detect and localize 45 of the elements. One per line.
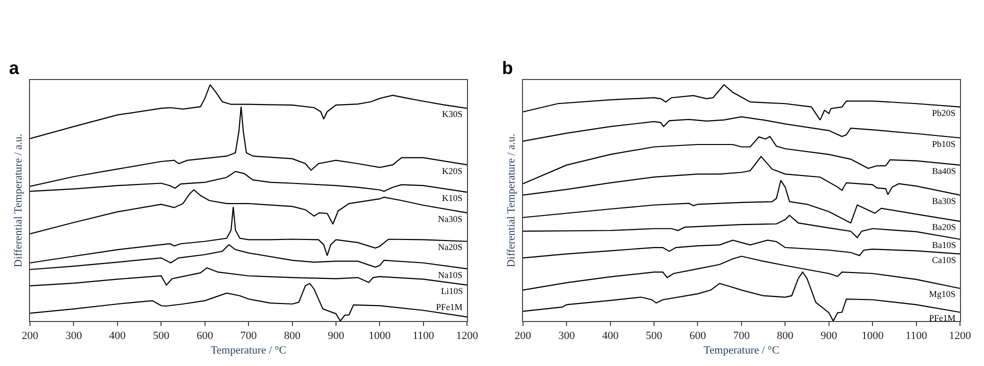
x-tick-label: 600 <box>689 330 706 342</box>
series-label: Na30S <box>438 214 462 224</box>
x-tick-label: 1200 <box>456 330 479 342</box>
x-tick-label: 400 <box>602 330 620 342</box>
series-label: Mg10S <box>929 289 956 299</box>
x-axis-title: Temperature / °C <box>210 344 286 356</box>
series-label: Ba40S <box>932 166 956 176</box>
x-tick-label: 700 <box>733 330 750 342</box>
x-tick-label: 800 <box>776 330 794 342</box>
x-tick-label: 500 <box>646 330 663 342</box>
series-label: Ba30S <box>932 196 956 206</box>
x-tick-label: 1100 <box>412 330 435 342</box>
series-label: Ca10S <box>932 255 956 265</box>
x-tick-label: 800 <box>284 330 302 342</box>
chart-title: b <box>502 58 513 78</box>
y-axis-title: Differential Temperature / a.u. <box>12 133 25 268</box>
x-tick-label: 200 <box>514 330 532 342</box>
x-tick-label: 1000 <box>368 330 392 342</box>
x-tick-label: 300 <box>65 330 82 342</box>
x-tick-label: 300 <box>558 330 576 342</box>
x-tick-label: 600 <box>196 330 214 342</box>
series-label: PFe1M <box>929 313 956 323</box>
series-label: K10S <box>442 193 463 203</box>
x-tick-label: 1000 <box>862 330 884 342</box>
series-label: Na10S <box>438 270 462 280</box>
series-label: K20S <box>442 166 463 176</box>
x-tick-label: 400 <box>109 330 126 342</box>
x-tick-label: 900 <box>328 330 345 342</box>
series-label: Li10S <box>441 286 464 296</box>
x-tick-label: 700 <box>240 330 258 342</box>
x-axis-title: Temperature / °C <box>704 344 780 356</box>
y-axis-title: Differential Temperature / a.u. <box>506 133 518 268</box>
series-label: Ba10S <box>932 240 956 250</box>
series-label: Pb20S <box>932 108 956 118</box>
x-tick-label: 1200 <box>949 330 972 342</box>
series-label: Na20S <box>438 242 462 252</box>
x-tick-label: 900 <box>820 330 838 342</box>
series-label: K30S <box>442 109 463 119</box>
chart-title: a <box>9 58 20 78</box>
x-tick-label: 200 <box>22 330 39 342</box>
series-label: Ba20S <box>932 222 956 232</box>
series-label: PFe1M <box>436 302 463 312</box>
series-label: Pb10S <box>932 139 956 149</box>
x-tick-label: 500 <box>152 330 170 342</box>
x-tick-label: 1100 <box>905 330 928 342</box>
